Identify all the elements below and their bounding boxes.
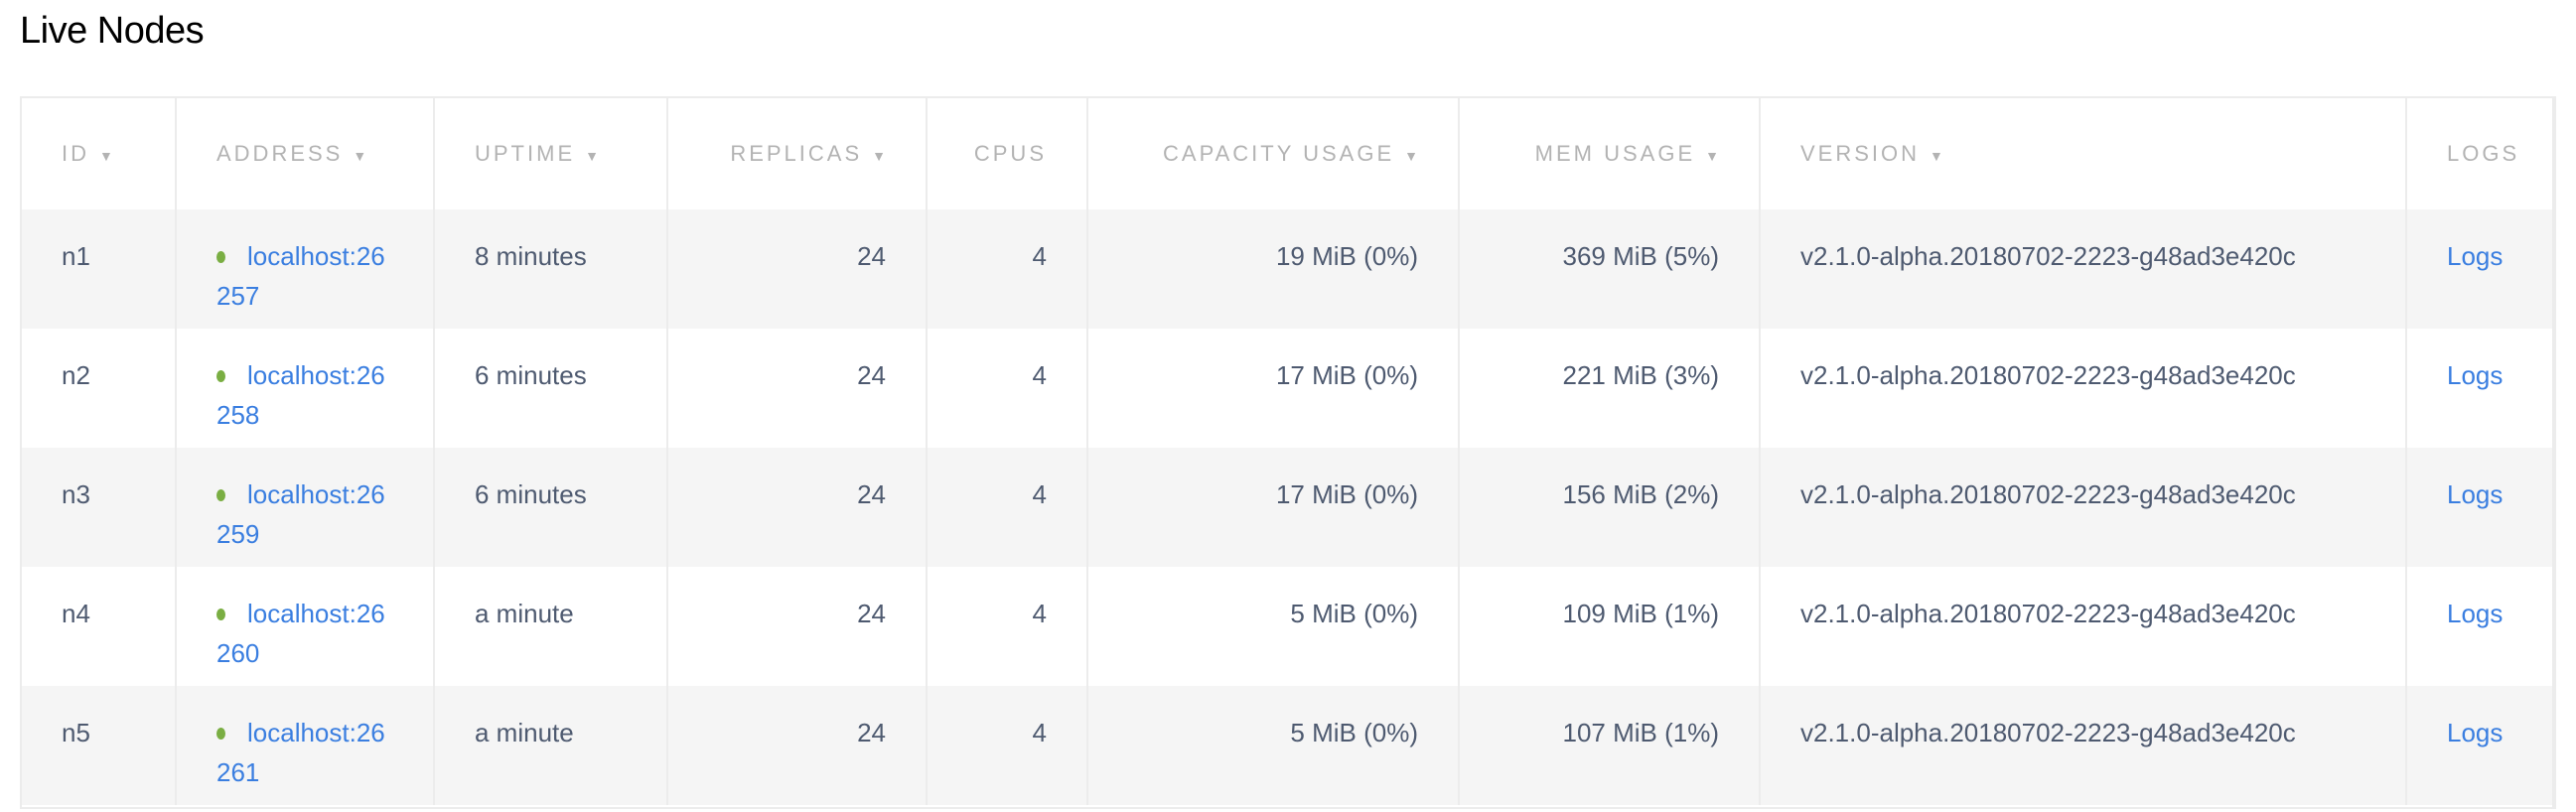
table-row: n5 localhost:26261 a minute 24 4 5 MiB (0%) 10… — [22, 686, 2552, 805]
cell-address: localhost:26259 — [175, 448, 434, 567]
column-header-label: LOGS — [2447, 141, 2520, 166]
cell-capacity: 17 MiB (0%) — [1086, 329, 1459, 448]
page-title: Live Nodes — [20, 10, 205, 52]
cell-version: v2.1.0-alpha.20180702-2223-g48ad3e420c — [1759, 209, 2406, 329]
logs-link[interactable]: Logs — [2447, 718, 2504, 747]
column-header-id[interactable]: ID ▼ — [22, 98, 176, 209]
column-header-replicas[interactable]: REPLICAS ▼ — [666, 98, 927, 209]
column-header-label: CAPACITY USAGE — [1163, 141, 1395, 166]
cell-mem: 107 MiB (1%) — [1458, 686, 1760, 805]
cell-capacity: 5 MiB (0%) — [1086, 686, 1459, 805]
cell-cpus: 4 — [926, 448, 1087, 567]
logs-link[interactable]: Logs — [2447, 360, 2504, 390]
cell-id: n4 — [62, 599, 90, 628]
node-status-live-icon — [216, 489, 225, 501]
column-header-label: CPUS — [973, 141, 1047, 166]
cell-replicas: 24 — [666, 209, 927, 329]
cell-replicas: 24 — [666, 329, 927, 448]
column-header-capacity-usage[interactable]: CAPACITY USAGE ▼ — [1086, 98, 1459, 209]
column-header-label: ADDRESS — [216, 141, 344, 166]
cell-replicas: 24 — [666, 448, 927, 567]
cell-cpus: 4 — [926, 567, 1087, 686]
table-row: n1 localhost:26257 8 minutes 24 4 19 MiB (0%)… — [22, 209, 2552, 329]
column-header-logs: LOGS — [2405, 98, 2552, 209]
cell-version: v2.1.0-alpha.20180702-2223-g48ad3e420c — [1759, 448, 2406, 567]
cell-logs: Logs — [2405, 209, 2552, 329]
cell-id: n3 — [22, 448, 176, 567]
cell-uptime: 6 minutes — [433, 448, 667, 567]
cell-address: localhost:26257 — [175, 209, 434, 329]
node-status-live-icon — [216, 728, 225, 740]
logs-link[interactable]: Logs — [2447, 241, 2504, 271]
cell-version: v2.1.0-alpha.20180702-2223-g48ad3e420c — [1759, 686, 2406, 805]
cell-replicas: 24 — [666, 567, 927, 686]
sort-caret-icon[interactable]: ▼ — [1404, 148, 1418, 164]
column-header-label: VERSION — [1800, 141, 1921, 166]
cell-mem: 156 MiB (2%) — [1458, 448, 1760, 567]
cell-id: n5 — [22, 686, 176, 805]
cell-id: n2 — [62, 360, 90, 390]
cell-address: localhost:26261 — [175, 686, 434, 805]
cell-address: localhost:26260 — [175, 567, 434, 686]
live-nodes-table-panel: ID ▼ ADDRESS ▼ UPTIME ▼ REPLICAS ▼ CPUS CAPACITY … — [20, 96, 2556, 809]
node-status-live-icon — [216, 370, 225, 382]
cell-uptime: 6 minutes — [433, 329, 667, 448]
sort-caret-icon[interactable]: ▼ — [585, 148, 599, 164]
column-header-label: UPTIME — [475, 141, 576, 166]
cell-address: localhost:26258 — [175, 329, 434, 448]
column-header-uptime[interactable]: UPTIME ▼ — [433, 98, 667, 209]
cell-uptime: 8 minutes — [433, 209, 667, 329]
cell-logs: Logs — [2405, 686, 2552, 805]
cell-mem: 109 MiB (1%) — [1458, 567, 1760, 686]
logs-link[interactable]: Logs — [2447, 479, 2504, 509]
cell-capacity: 5 MiB (0%) — [1086, 567, 1459, 686]
cell-cpus: 4 — [926, 329, 1087, 448]
sort-caret-icon[interactable]: ▼ — [1930, 148, 1943, 164]
column-header-label: ID — [62, 141, 89, 166]
table-row: n3 localhost:26259 6 minutes 24 4 17 MiB (0%)… — [22, 448, 2552, 567]
sort-caret-icon[interactable]: ▼ — [872, 148, 886, 164]
table-row: n2 localhost:26258 6 minutes 24 4 17 MiB (0%)… — [22, 329, 2552, 448]
column-header-address[interactable]: ADDRESS ▼ — [175, 98, 434, 209]
node-address-link[interactable]: localhost:26260 — [216, 599, 385, 668]
cell-logs: Logs — [2405, 448, 2552, 567]
node-address-link[interactable]: localhost:26259 — [216, 479, 385, 549]
cell-capacity: 19 MiB (0%) — [1086, 209, 1459, 329]
sort-caret-icon[interactable]: ▼ — [1705, 148, 1719, 164]
cell-cpus: 4 — [926, 686, 1087, 805]
cell-logs: Logs — [2405, 329, 2552, 448]
node-status-live-icon — [216, 251, 225, 263]
column-header-label: MEM USAGE — [1534, 141, 1696, 166]
column-header-cpus: CPUS — [926, 98, 1087, 209]
cell-uptime: a minute — [433, 567, 667, 686]
node-status-live-icon — [216, 609, 225, 620]
cell-capacity: 17 MiB (0%) — [1086, 448, 1459, 567]
cell-version: v2.1.0-alpha.20180702-2223-g48ad3e420c — [1759, 567, 2406, 686]
cell-replicas: 24 — [666, 686, 927, 805]
cell-uptime: a minute — [433, 686, 667, 805]
logs-link[interactable]: Logs — [2447, 599, 2504, 628]
live-nodes-table: ID ▼ ADDRESS ▼ UPTIME ▼ REPLICAS ▼ CPUS CAPACITY … — [22, 98, 2552, 805]
column-header-mem-usage[interactable]: MEM USAGE ▼ — [1458, 98, 1760, 209]
column-header-version[interactable]: VERSION ▼ — [1759, 98, 2406, 209]
cell-version: v2.1.0-alpha.20180702-2223-g48ad3e420c — [1759, 329, 2406, 448]
cell-mem: 221 MiB (3%) — [1458, 329, 1760, 448]
cell-id: n1 — [22, 209, 176, 329]
node-address-link[interactable]: localhost:26258 — [216, 360, 385, 430]
column-header-label: REPLICAS — [730, 141, 863, 166]
cell-cpus: 4 — [926, 209, 1087, 329]
cell-logs: Logs — [2405, 567, 2552, 686]
node-address-link[interactable]: localhost:26257 — [216, 241, 385, 311]
cell-mem: 369 MiB (5%) — [1458, 209, 1760, 329]
node-address-link[interactable]: localhost:26261 — [216, 718, 385, 787]
table-row: n4 localhost:26260 a minute 24 4 5 MiB (0%) 10… — [22, 567, 2552, 686]
sort-caret-icon[interactable]: ▼ — [99, 148, 113, 164]
sort-caret-icon[interactable]: ▼ — [353, 148, 367, 164]
